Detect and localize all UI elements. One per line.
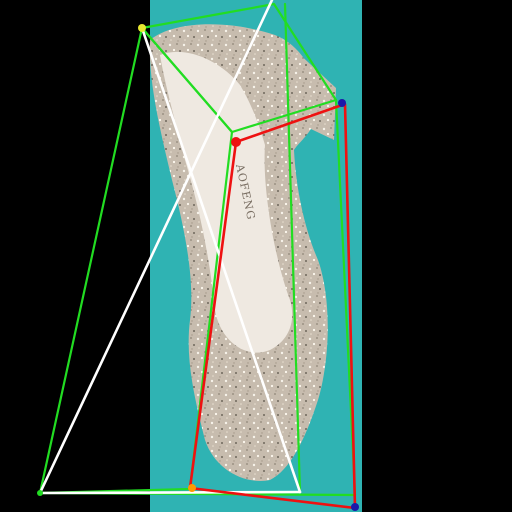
red-marker — [231, 137, 241, 147]
white-line-left-diagonal — [38, 0, 274, 495]
annotation-overlay — [37, 0, 359, 511]
shoe-insole — [160, 51, 293, 353]
green-outline-top — [140, 2, 338, 134]
blue-marker-bottom — [351, 503, 359, 511]
green-line-top-to-bottom — [283, 2, 302, 494]
orange-marker — [188, 484, 196, 492]
yellow-marker — [138, 24, 146, 32]
blue-marker-top — [338, 99, 346, 107]
green-marker — [37, 490, 43, 496]
white-line-base — [38, 490, 302, 495]
shoe: AOFENG — [149, 24, 336, 481]
